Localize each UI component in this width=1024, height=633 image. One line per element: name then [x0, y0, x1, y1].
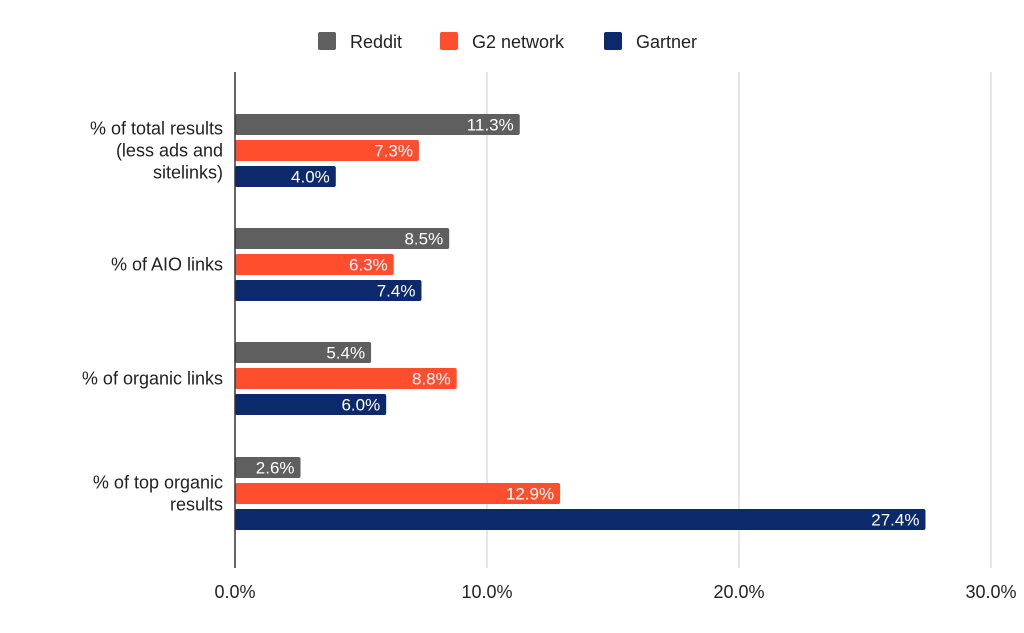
category-label: (less ads and	[116, 141, 223, 161]
data-label: 4.0%	[291, 168, 330, 187]
category-label: results	[170, 495, 223, 515]
bar-reddit	[235, 114, 520, 135]
x-tick-label: 20.0%	[713, 582, 764, 602]
data-label: 7.4%	[377, 282, 416, 301]
bar-reddit	[235, 342, 372, 363]
category-label: % of top organic	[93, 473, 223, 493]
data-label: 8.8%	[412, 370, 451, 389]
data-label: 12.9%	[506, 485, 554, 504]
data-label: 8.5%	[404, 230, 443, 249]
bar-g2-network	[235, 254, 394, 275]
legend-swatch	[604, 32, 622, 50]
legend-swatch	[318, 32, 336, 50]
data-label: 6.3%	[349, 256, 388, 275]
data-label: 11.3%	[467, 116, 514, 135]
legend-label: Reddit	[350, 32, 402, 52]
bar-gartner	[235, 394, 387, 415]
legend-label: G2 network	[472, 32, 565, 52]
category-label: % of AIO links	[111, 255, 223, 275]
data-label: 2.6%	[256, 459, 295, 478]
data-label: 27.4%	[871, 511, 919, 530]
bar-gartner	[235, 280, 422, 301]
bar-g2-network	[235, 140, 419, 161]
bar-gartner	[235, 509, 926, 530]
category-label: sitelinks)	[153, 163, 223, 183]
bar-reddit	[235, 228, 450, 249]
category-label: % of organic links	[82, 369, 223, 389]
bar-gartner	[235, 166, 336, 187]
x-tick-label: 30.0%	[965, 582, 1016, 602]
data-label: 5.4%	[326, 344, 365, 363]
x-tick-label: 0.0%	[214, 582, 255, 602]
bar-g2-network	[235, 368, 457, 389]
category-label: % of total results	[90, 119, 223, 139]
legend-label: Gartner	[636, 32, 697, 52]
bar-reddit	[235, 457, 301, 478]
data-label: 7.3%	[374, 142, 413, 161]
legend-swatch	[440, 32, 458, 50]
x-tick-label: 10.0%	[461, 582, 512, 602]
bar-g2-network	[235, 483, 561, 504]
data-label: 6.0%	[341, 396, 380, 415]
